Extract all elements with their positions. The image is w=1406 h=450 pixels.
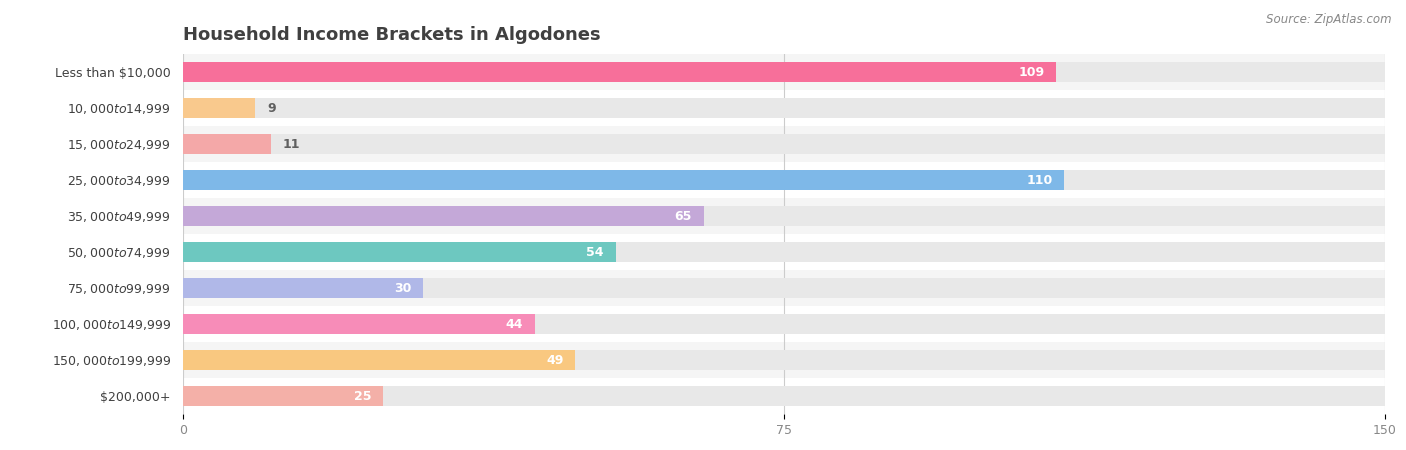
Bar: [183, 170, 1385, 190]
Text: 44: 44: [506, 318, 523, 330]
Bar: [183, 270, 1385, 306]
Text: Household Income Brackets in Algodones: Household Income Brackets in Algodones: [183, 26, 600, 44]
Text: 54: 54: [586, 246, 603, 258]
Text: 49: 49: [546, 354, 564, 366]
Bar: [183, 314, 536, 334]
Bar: [183, 386, 382, 406]
Bar: [183, 134, 271, 154]
Bar: [183, 206, 704, 226]
Bar: [183, 134, 1385, 154]
Bar: [183, 314, 1385, 334]
Text: Source: ZipAtlas.com: Source: ZipAtlas.com: [1267, 14, 1392, 27]
Bar: [183, 90, 1385, 126]
Bar: [183, 342, 1385, 378]
Bar: [183, 278, 1385, 298]
Bar: [183, 306, 1385, 342]
Bar: [183, 350, 1385, 370]
Bar: [183, 162, 1385, 198]
Bar: [183, 54, 1385, 90]
Bar: [183, 126, 1385, 162]
Text: 109: 109: [1018, 66, 1045, 78]
Bar: [183, 278, 423, 298]
Bar: [183, 242, 1385, 262]
Bar: [183, 62, 1056, 82]
Bar: [183, 378, 1385, 414]
Text: 25: 25: [354, 390, 371, 402]
Bar: [183, 206, 1385, 226]
Text: 30: 30: [394, 282, 411, 294]
Text: 110: 110: [1026, 174, 1052, 186]
Text: 11: 11: [283, 138, 301, 150]
Bar: [183, 62, 1385, 82]
Text: 65: 65: [675, 210, 692, 222]
Bar: [183, 198, 1385, 234]
Bar: [183, 242, 616, 262]
Bar: [183, 350, 575, 370]
Bar: [183, 98, 254, 118]
Bar: [183, 170, 1064, 190]
Bar: [183, 386, 1385, 406]
Bar: [183, 234, 1385, 270]
Text: 9: 9: [267, 102, 276, 114]
Bar: [183, 98, 1385, 118]
